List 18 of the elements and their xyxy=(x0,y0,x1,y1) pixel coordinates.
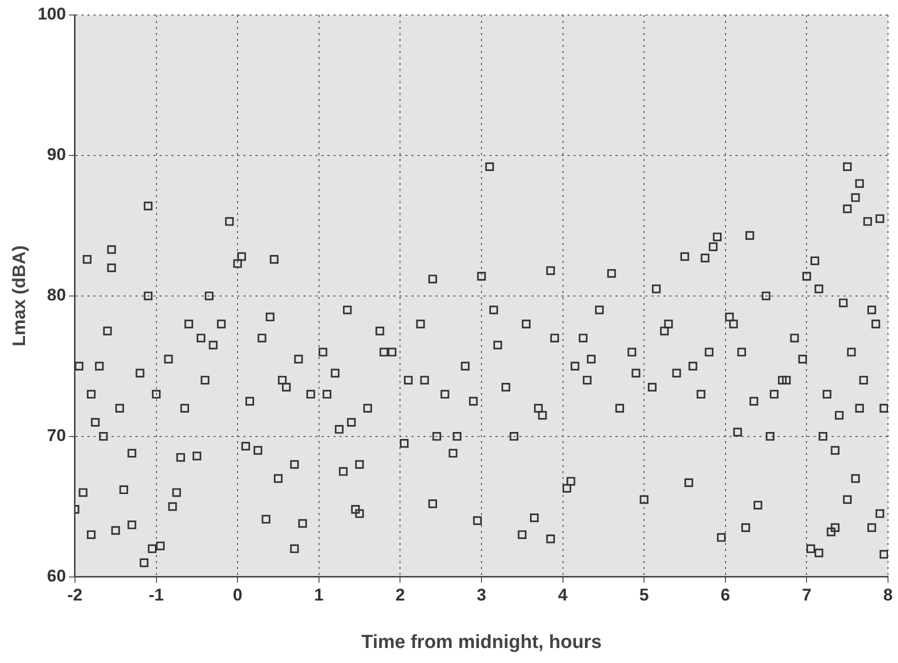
x-tick-label: 6 xyxy=(720,586,730,605)
x-tick-label: 3 xyxy=(476,586,486,605)
y-tick-label: 80 xyxy=(47,286,66,305)
x-tick-label: 2 xyxy=(395,586,405,605)
x-tick-label: 4 xyxy=(558,586,568,605)
x-tick-label: 8 xyxy=(883,586,893,605)
y-tick-label: 70 xyxy=(47,426,66,446)
x-tick-label: 5 xyxy=(639,586,649,605)
y-tick-label: 90 xyxy=(47,145,66,164)
x-tick-label: 1 xyxy=(314,586,324,605)
x-tick-label: -1 xyxy=(148,586,164,605)
x-tick-label: 0 xyxy=(232,586,242,605)
y-axis-title: Lmax (dBA) xyxy=(8,245,29,346)
x-axis-title: Time from midnight, hours xyxy=(361,632,602,653)
y-tick-label: 100 xyxy=(38,4,66,24)
x-tick-label: 7 xyxy=(802,586,812,605)
x-tick-label: -2 xyxy=(67,586,83,605)
y-tick-label: 60 xyxy=(47,566,66,586)
